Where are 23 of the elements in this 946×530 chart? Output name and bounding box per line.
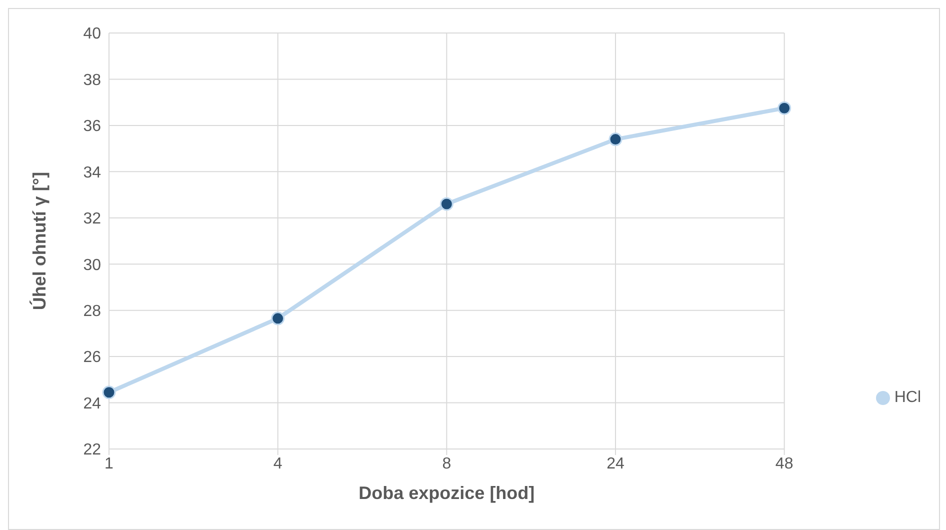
- y-tick-label: 36: [83, 118, 102, 136]
- x-tick-label: 1: [104, 455, 114, 472]
- point: [440, 197, 454, 211]
- y-tick-label: 40: [83, 26, 102, 43]
- x-axis-title: Doba expozice [hod]: [358, 483, 535, 503]
- y-axis-title: Úhel ohnutí γ [°]: [29, 172, 50, 310]
- point: [608, 132, 622, 146]
- point: [102, 386, 116, 400]
- y-tick-label: 28: [83, 303, 102, 320]
- y-tick-label: 32: [83, 210, 102, 228]
- point: [271, 312, 285, 326]
- legend-label: HCl: [894, 389, 921, 406]
- x-tick-label: 4: [273, 455, 282, 472]
- y-tick-label: 38: [83, 72, 102, 89]
- point: [778, 101, 792, 115]
- y-tick-label: 22: [83, 442, 102, 459]
- x-tick-label: 24: [606, 455, 624, 472]
- y-tick-label: 24: [83, 395, 102, 412]
- y-tick-label: 30: [83, 256, 102, 274]
- y-tick-label: 34: [83, 164, 102, 182]
- x-tick-label: 48: [775, 455, 794, 472]
- y-tick-label: 26: [83, 349, 102, 366]
- x-tick-label: 8: [442, 455, 452, 472]
